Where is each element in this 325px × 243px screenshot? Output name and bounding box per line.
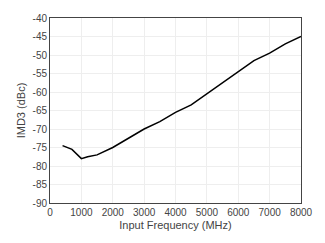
svg-text:-40: -40 xyxy=(33,13,48,24)
svg-text:2000: 2000 xyxy=(102,207,125,218)
svg-text:-60: -60 xyxy=(33,87,48,98)
svg-text:6000: 6000 xyxy=(227,207,250,218)
svg-text:-50: -50 xyxy=(33,50,48,61)
svg-text:-65: -65 xyxy=(33,105,48,116)
svg-text:3000: 3000 xyxy=(133,207,156,218)
svg-text:0: 0 xyxy=(47,207,53,218)
svg-text:1000: 1000 xyxy=(70,207,93,218)
svg-text:5000: 5000 xyxy=(196,207,219,218)
svg-text:IMD3 (dBc): IMD3 (dBc) xyxy=(15,83,27,139)
svg-text:4000: 4000 xyxy=(164,207,187,218)
svg-text:-85: -85 xyxy=(33,179,48,190)
svg-text:Input Frequency (MHz): Input Frequency (MHz) xyxy=(119,219,231,231)
svg-text:8000: 8000 xyxy=(290,207,313,218)
svg-text:-70: -70 xyxy=(33,124,48,135)
svg-text:-45: -45 xyxy=(33,31,48,42)
svg-text:-55: -55 xyxy=(33,68,48,79)
svg-text:7000: 7000 xyxy=(259,207,282,218)
svg-text:-80: -80 xyxy=(33,161,48,172)
svg-text:-75: -75 xyxy=(33,142,48,153)
svg-text:-90: -90 xyxy=(33,198,48,209)
